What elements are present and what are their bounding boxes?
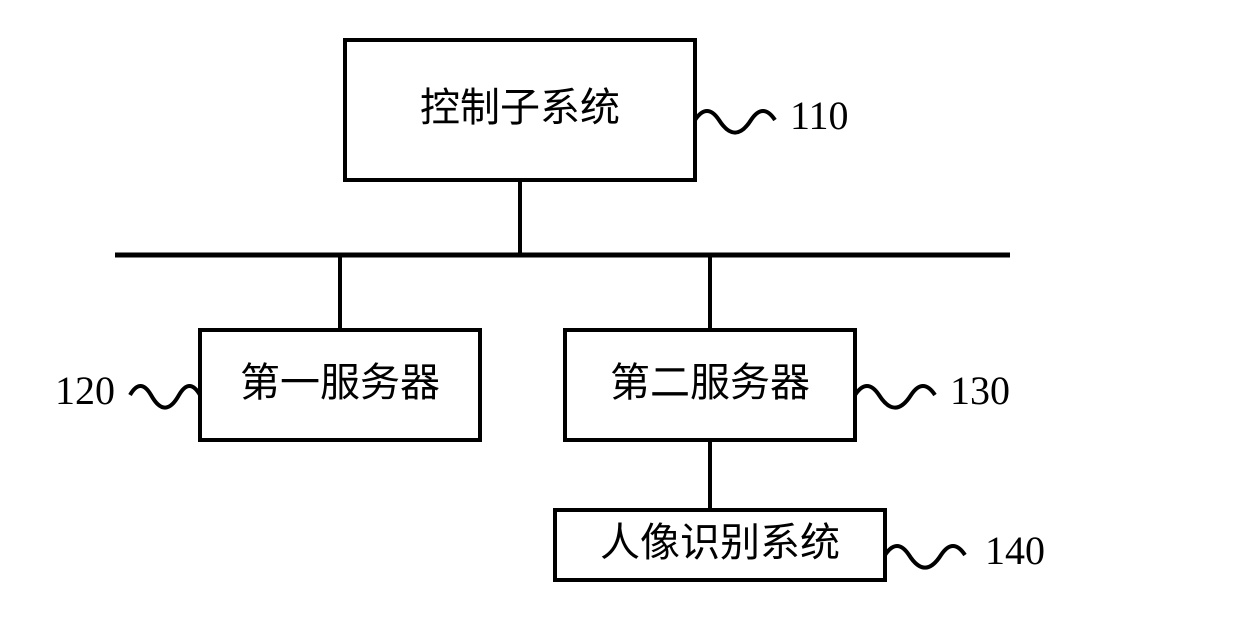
- control-ref: 110: [790, 93, 849, 138]
- control-squiggle: [695, 111, 775, 133]
- server2-ref: 130: [950, 368, 1010, 413]
- server2-squiggle: [855, 386, 935, 408]
- server2-label: 第二服务器: [610, 360, 810, 405]
- server1-squiggle: [130, 386, 200, 408]
- face-label: 人像识别系统: [600, 520, 840, 565]
- control-label: 控制子系统: [420, 85, 620, 130]
- server1-ref: 120: [55, 368, 115, 413]
- server1-label: 第一服务器: [240, 360, 440, 405]
- face-squiggle: [885, 546, 965, 568]
- block-diagram: 控制子系统第一服务器 第二服务器人像识别系统 110 120 130 140: [0, 0, 1240, 617]
- nodes: 控制子系统第一服务器 第二服务器人像识别系统: [200, 40, 885, 580]
- face-ref: 140: [985, 528, 1045, 573]
